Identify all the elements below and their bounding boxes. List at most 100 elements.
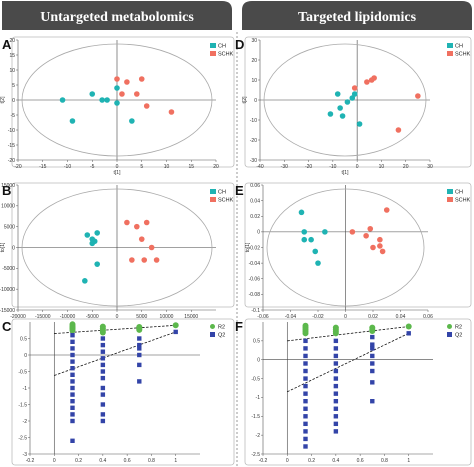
y-tick-label: 0 — [24, 353, 27, 359]
point-r2 — [99, 329, 106, 336]
point-q2 — [370, 346, 375, 351]
legend-label: CH — [455, 44, 463, 50]
x-tick-label: -10000 — [60, 314, 76, 320]
point-schk — [138, 76, 145, 82]
point-schk — [383, 207, 390, 213]
point-schk — [395, 127, 402, 133]
point-q2 — [100, 385, 106, 391]
legend-swatch — [210, 189, 216, 194]
point-ch — [84, 232, 91, 238]
point-q2 — [70, 385, 75, 391]
point-q2 — [303, 414, 308, 419]
legend-swatch — [210, 324, 215, 329]
point-ch — [315, 260, 321, 266]
point-q2 — [303, 383, 308, 389]
point-q2 — [303, 361, 308, 366]
point-q2 — [100, 412, 106, 417]
point-ch — [69, 118, 76, 124]
y-tick-label: 0.02 — [250, 214, 260, 220]
y-tick-label: -15 — [8, 143, 15, 149]
panels: A-20 -15 -10 -5 0 5 10 15 20-20-15-10-505101520t… — [0, 36, 472, 466]
confidence-ellipse — [21, 188, 213, 307]
point-q2 — [370, 353, 375, 359]
y-tick-label: -0.5 — [251, 376, 260, 382]
y-axis-label: to[1] — [245, 242, 251, 252]
y-tick-label: -10000 — [0, 287, 15, 293]
point-q2 — [406, 331, 411, 336]
point-ch — [104, 97, 110, 103]
y-tick-label: -1.5 — [18, 402, 27, 408]
y-tick-label: -0.5 — [18, 369, 27, 375]
header-right-title: Targeted lipidomics — [298, 10, 417, 25]
panel-frame — [11, 182, 235, 308]
x-tick-label: 0.02 — [368, 314, 378, 320]
header-right: Targeted lipidomics — [242, 1, 472, 30]
legend-label: Q2 — [218, 333, 225, 339]
y-tick-label: -1 — [23, 386, 28, 392]
point-q2 — [303, 421, 308, 427]
y-tick-label: 10 — [251, 78, 257, 84]
point-schk — [415, 93, 421, 99]
x-tick-label: 0.04 — [396, 314, 406, 320]
y-tick-label: 20 — [251, 58, 257, 64]
x-tick-label: -20 — [305, 164, 312, 170]
panel-letter: A — [2, 37, 12, 52]
point-ch — [94, 230, 100, 236]
panel-letter: D — [235, 37, 244, 52]
confidence-ellipse — [263, 43, 427, 157]
point-q2 — [70, 366, 75, 371]
point-q2 — [333, 361, 339, 366]
x-tick-label: 0.8 — [381, 458, 388, 464]
point-q2 — [303, 391, 308, 396]
point-schk — [377, 243, 383, 249]
y-axis-label: to[1] — [0, 242, 6, 252]
point-q2 — [137, 342, 142, 348]
point-q2 — [100, 362, 106, 368]
point-q2 — [303, 429, 308, 434]
point-q2 — [333, 414, 339, 419]
y-tick-label: 0 — [12, 245, 15, 251]
point-ch — [351, 91, 358, 97]
point-ch — [82, 278, 88, 284]
y-tick-label: -2.5 — [251, 452, 260, 458]
y-tick-label: -2 — [256, 433, 261, 439]
point-q2 — [70, 379, 75, 384]
point-q2 — [70, 418, 75, 424]
x-tick-label: 0 — [116, 164, 119, 170]
point-q2 — [370, 368, 375, 374]
x-tick-label: 5000 — [136, 314, 147, 320]
point-q2 — [303, 436, 308, 442]
x-axis-label: t[1] — [114, 170, 122, 176]
x-tick-label: 10 — [164, 164, 170, 170]
point-schk — [363, 232, 369, 239]
point-ch — [298, 209, 305, 216]
point-ch — [344, 99, 351, 105]
legend-label: R2 — [218, 325, 225, 331]
point-q2 — [137, 336, 142, 341]
point-q2 — [70, 346, 75, 351]
y-tick-label: 10 — [9, 68, 15, 74]
point-q2 — [137, 379, 142, 384]
point-ch — [114, 100, 120, 106]
point-q2 — [370, 342, 375, 347]
y-tick-label: -2.5 — [18, 435, 27, 441]
y-tick-label: 10000 — [1, 204, 15, 210]
x-tick-label: 0.6 — [357, 458, 364, 464]
regression-line-q2 — [287, 332, 409, 393]
x-tick-label: 20 — [403, 164, 409, 170]
point-schk — [351, 85, 358, 91]
x-tick-label: 0.4 — [332, 458, 339, 464]
point-q2 — [70, 333, 75, 338]
point-q2 — [333, 383, 339, 389]
panel-letter: B — [2, 183, 11, 198]
x-tick-label: 0.8 — [148, 458, 155, 464]
point-schk — [143, 103, 150, 109]
legend-label: SCHK — [455, 52, 471, 58]
point-q2 — [70, 339, 75, 344]
legend-label: CH — [455, 190, 463, 196]
legend-label: SCHK — [455, 198, 471, 204]
point-ch — [99, 97, 105, 103]
point-q2 — [100, 349, 106, 354]
x-tick-label: 10 — [379, 164, 385, 170]
